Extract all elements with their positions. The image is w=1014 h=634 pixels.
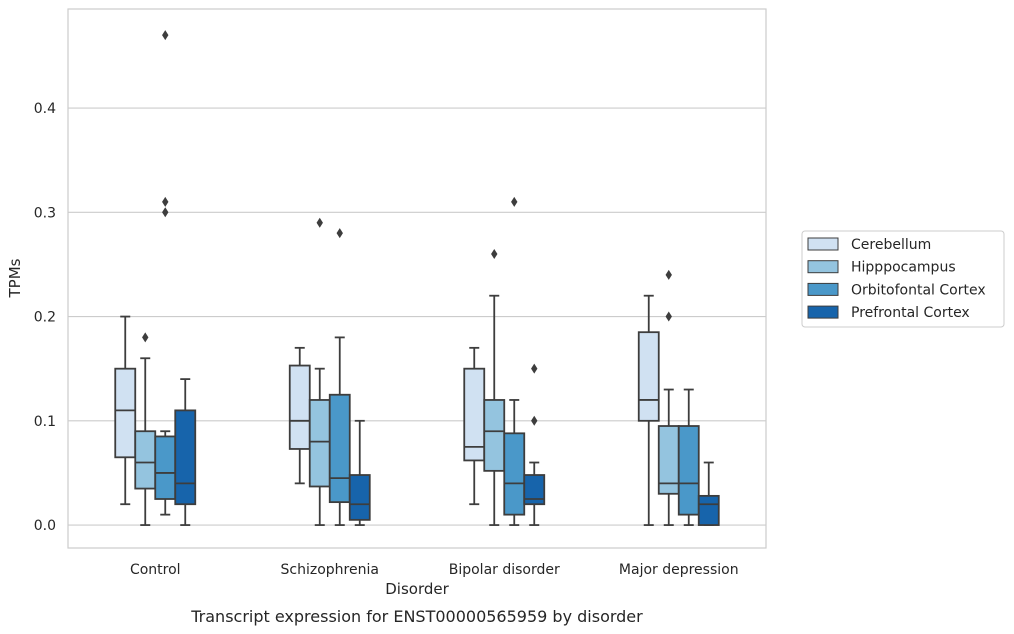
box	[154, 435, 177, 500]
y-tick-label: 0.2	[34, 310, 56, 326]
series-3	[174, 363, 720, 526]
box	[348, 474, 371, 521]
x-tick-label: Control	[130, 562, 181, 578]
legend-label: Prefrontal Cortex	[851, 305, 970, 321]
outlier-point	[665, 269, 672, 280]
box-group	[637, 294, 660, 526]
box-group	[154, 30, 177, 516]
outlier-point	[491, 249, 498, 259]
box-group	[523, 363, 546, 526]
outlier-point	[162, 196, 169, 207]
box-group	[503, 196, 526, 526]
outlier-point	[142, 332, 149, 343]
y-tick-label: 0.0	[34, 518, 56, 534]
box-group	[288, 346, 311, 485]
legend-label: Hipppocampus	[851, 260, 956, 276]
legend-swatch	[807, 282, 839, 296]
outlier-point	[531, 415, 538, 426]
y-axis-ticks: 0.0 0.1 0.2 0.3 0.4	[34, 101, 56, 534]
box	[523, 474, 546, 506]
box-group	[348, 419, 371, 526]
x-tick-label: Bipolar disorder	[449, 562, 560, 578]
box-group	[308, 217, 331, 526]
box-group	[657, 269, 680, 526]
box	[134, 430, 157, 490]
x-axis-label: Disorder	[385, 580, 449, 598]
outlier-point	[531, 363, 538, 374]
legend-swatch	[807, 260, 839, 274]
outlier-point	[162, 207, 169, 218]
outlier-point	[316, 217, 323, 228]
outlier-point	[336, 228, 343, 239]
y-tick-label: 0.4	[34, 101, 56, 117]
legend: Cerebellum Hipppocampus Orbitofontal Corte…	[801, 230, 1005, 328]
box	[328, 393, 351, 504]
box	[483, 399, 506, 472]
x-tick-label: Major depression	[619, 562, 739, 578]
plot-frame	[67, 8, 767, 549]
series-2	[154, 30, 700, 526]
box	[677, 425, 700, 516]
box-group	[677, 388, 700, 526]
box	[503, 432, 526, 516]
x-axis-ticks: Control Schizophrenia Bipolar disorder Majo…	[130, 562, 739, 578]
legend-items: Cerebellum Hipppocampus Orbitofontal Corte…	[807, 237, 986, 321]
box	[308, 399, 331, 488]
box	[637, 331, 660, 422]
legend-frame	[801, 230, 1005, 328]
box	[114, 367, 137, 459]
box	[174, 409, 197, 506]
x-tick-label: Schizophrenia	[281, 562, 379, 578]
legend-swatch	[807, 305, 839, 319]
legend-label: Cerebellum	[851, 237, 931, 253]
box-group	[114, 315, 137, 506]
box-group	[463, 346, 486, 506]
y-axis-label: TPMs	[6, 258, 24, 298]
outlier-point	[665, 311, 672, 322]
outlier-point	[511, 196, 518, 207]
y-tick-label: 0.1	[34, 414, 56, 430]
box-group	[174, 378, 197, 526]
box-group	[483, 249, 506, 526]
outlier-point	[162, 30, 169, 41]
series-1	[134, 217, 680, 526]
box-group	[134, 332, 157, 526]
box	[697, 494, 720, 526]
box	[288, 364, 311, 450]
box-group	[697, 461, 720, 526]
series-0	[114, 294, 660, 526]
box-plot-series	[114, 30, 720, 526]
legend-swatch	[807, 237, 839, 251]
box-group	[328, 228, 351, 526]
legend-label: Orbitofontal Cortex	[851, 282, 986, 298]
y-tick-label: 0.3	[34, 205, 56, 221]
chart-caption: Transcript expression for ENST0000056595…	[190, 607, 643, 626]
